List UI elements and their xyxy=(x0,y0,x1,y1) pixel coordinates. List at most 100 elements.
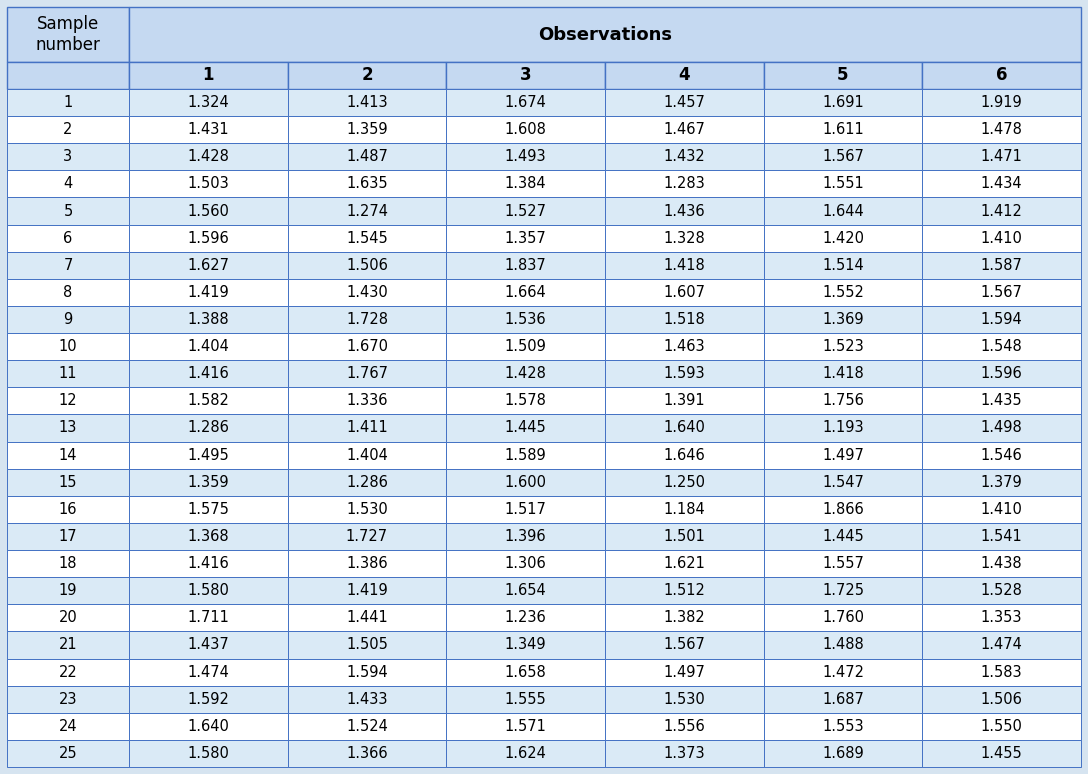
Bar xyxy=(446,387,605,414)
Bar xyxy=(605,496,764,523)
Text: 1.580: 1.580 xyxy=(187,746,230,761)
Text: 1.428: 1.428 xyxy=(187,149,230,164)
Text: 1.760: 1.760 xyxy=(823,611,864,625)
Text: 1.336: 1.336 xyxy=(346,393,387,409)
Text: 1.646: 1.646 xyxy=(664,447,705,463)
Bar xyxy=(7,170,129,197)
Text: 1.410: 1.410 xyxy=(980,502,1023,517)
Bar xyxy=(129,686,287,713)
Bar xyxy=(287,333,446,360)
Bar xyxy=(605,659,764,686)
Text: 1.328: 1.328 xyxy=(664,231,705,245)
Bar xyxy=(7,306,129,333)
Bar xyxy=(605,197,764,224)
Text: 1.607: 1.607 xyxy=(664,285,705,300)
Bar xyxy=(764,496,923,523)
Bar xyxy=(446,306,605,333)
Text: 3: 3 xyxy=(520,67,531,84)
Bar xyxy=(923,713,1081,740)
Bar xyxy=(923,89,1081,116)
Bar xyxy=(129,170,287,197)
Bar xyxy=(923,143,1081,170)
Text: 1.670: 1.670 xyxy=(346,339,388,354)
Bar xyxy=(7,279,129,306)
Bar xyxy=(129,441,287,469)
Text: 6: 6 xyxy=(63,231,73,245)
Text: 1.445: 1.445 xyxy=(505,420,546,436)
Bar xyxy=(605,62,764,89)
Bar xyxy=(764,659,923,686)
Bar xyxy=(446,116,605,143)
Text: 1.546: 1.546 xyxy=(980,447,1023,463)
Bar xyxy=(446,170,605,197)
Text: 20: 20 xyxy=(59,611,77,625)
Bar xyxy=(605,441,764,469)
Text: 1.467: 1.467 xyxy=(664,122,705,137)
Bar xyxy=(764,197,923,224)
Text: 1.580: 1.580 xyxy=(187,584,230,598)
Bar xyxy=(605,143,764,170)
Bar xyxy=(7,659,129,686)
Text: 1.431: 1.431 xyxy=(187,122,230,137)
Text: 1.611: 1.611 xyxy=(823,122,864,137)
Bar xyxy=(446,62,605,89)
Text: 2: 2 xyxy=(63,122,73,137)
Bar xyxy=(605,279,764,306)
Text: 1.644: 1.644 xyxy=(823,204,864,218)
Text: 1.728: 1.728 xyxy=(346,312,388,327)
Bar xyxy=(287,414,446,441)
Bar xyxy=(764,360,923,387)
Bar xyxy=(764,740,923,767)
Text: 23: 23 xyxy=(59,692,77,707)
Text: 1.472: 1.472 xyxy=(823,665,864,680)
Bar xyxy=(446,252,605,279)
Text: 1.357: 1.357 xyxy=(505,231,546,245)
Bar xyxy=(129,224,287,252)
Text: 1.583: 1.583 xyxy=(981,665,1023,680)
Text: 7: 7 xyxy=(63,258,73,272)
Text: 1.353: 1.353 xyxy=(981,611,1023,625)
Text: 1.593: 1.593 xyxy=(664,366,705,382)
Text: 1.306: 1.306 xyxy=(505,556,546,571)
Text: 1.530: 1.530 xyxy=(664,692,705,707)
Bar xyxy=(923,306,1081,333)
Text: 1.624: 1.624 xyxy=(505,746,546,761)
Bar xyxy=(129,197,287,224)
Text: 1.434: 1.434 xyxy=(981,176,1023,191)
Bar xyxy=(764,116,923,143)
Text: 14: 14 xyxy=(59,447,77,463)
Text: 1.567: 1.567 xyxy=(980,285,1023,300)
Bar xyxy=(129,143,287,170)
Text: 11: 11 xyxy=(59,366,77,382)
Text: 1.557: 1.557 xyxy=(823,556,864,571)
Text: 1.495: 1.495 xyxy=(187,447,230,463)
Text: 1.578: 1.578 xyxy=(505,393,546,409)
Bar xyxy=(605,333,764,360)
Bar xyxy=(764,333,923,360)
Bar xyxy=(764,170,923,197)
Bar xyxy=(129,469,287,496)
Text: 1.412: 1.412 xyxy=(980,204,1023,218)
Text: 1.430: 1.430 xyxy=(346,285,388,300)
Text: 1.505: 1.505 xyxy=(346,638,388,652)
Bar xyxy=(287,360,446,387)
Text: 19: 19 xyxy=(59,584,77,598)
Text: 1.286: 1.286 xyxy=(187,420,230,436)
Bar xyxy=(287,170,446,197)
Bar xyxy=(605,387,764,414)
Bar xyxy=(764,469,923,496)
Text: 1.471: 1.471 xyxy=(980,149,1023,164)
Text: 1.567: 1.567 xyxy=(823,149,864,164)
Bar xyxy=(605,604,764,632)
Bar xyxy=(605,550,764,577)
Text: 25: 25 xyxy=(59,746,77,761)
Text: 1.541: 1.541 xyxy=(980,529,1023,544)
Text: 1.404: 1.404 xyxy=(187,339,230,354)
Text: 8: 8 xyxy=(63,285,73,300)
Text: 1.919: 1.919 xyxy=(980,95,1023,110)
Text: 1.527: 1.527 xyxy=(505,204,546,218)
Bar xyxy=(129,306,287,333)
Bar xyxy=(287,632,446,659)
Bar xyxy=(605,252,764,279)
Text: 1.274: 1.274 xyxy=(346,204,388,218)
